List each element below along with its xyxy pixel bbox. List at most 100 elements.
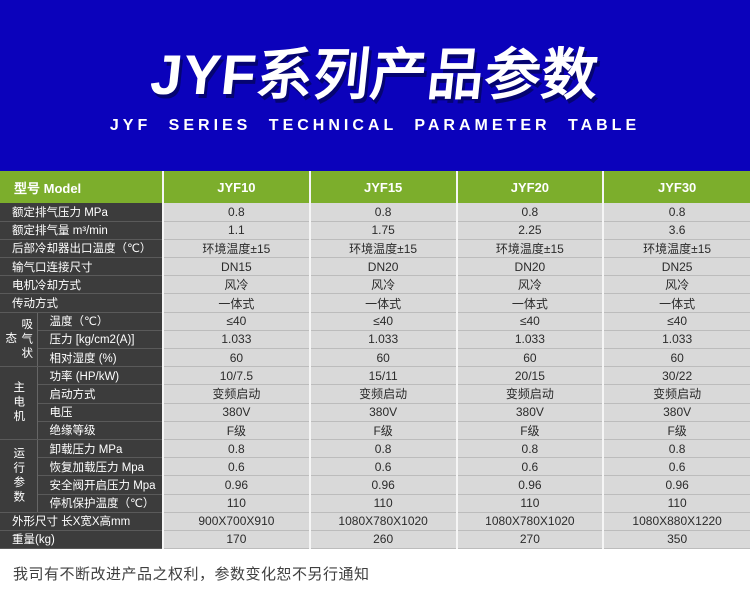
data-cell: 60 bbox=[602, 348, 750, 368]
data-cell: 380V bbox=[308, 403, 457, 422]
data-cell: 风冷 bbox=[602, 275, 750, 295]
data-cell: F级 bbox=[162, 421, 310, 440]
data-cell: 风冷 bbox=[162, 275, 310, 295]
row-label: 压力 [kg/cm2(A)] bbox=[37, 330, 164, 350]
data-cell: 1080X780X1020 bbox=[455, 512, 604, 531]
table-row: 电机冷却方式 风冷 风冷 风冷 风冷 bbox=[0, 275, 750, 295]
table-row: 电压 380V 380V 380V 380V bbox=[0, 403, 750, 422]
data-cell: 环境温度±15 bbox=[455, 239, 604, 259]
row-label: 额定排气压力 MPa bbox=[0, 203, 164, 222]
data-cell: 0.96 bbox=[455, 475, 604, 495]
row-label: 电压 bbox=[37, 403, 164, 422]
data-cell: 380V bbox=[162, 403, 310, 422]
table-row: 安全阀开启压力 Mpa 0.96 0.96 0.96 0.96 bbox=[0, 475, 750, 495]
data-cell: 变频启动 bbox=[602, 384, 750, 404]
row-label: 输气口连接尺寸 bbox=[0, 257, 164, 277]
data-cell: F级 bbox=[308, 421, 457, 440]
table-row: 吸气状态 温度（℃） ≤40 ≤40 ≤40 ≤40 bbox=[0, 312, 750, 368]
data-cell: 变频启动 bbox=[162, 384, 310, 404]
table-row: 后部冷却器出口温度（℃） 环境温度±15 环境温度±15 环境温度±15 环境温度±15 bbox=[0, 239, 750, 259]
row-group-label: 运行参数 bbox=[0, 439, 38, 513]
data-cell: 1.033 bbox=[308, 330, 457, 350]
data-cell: 20/15 bbox=[455, 366, 604, 386]
data-cell: ≤40 bbox=[602, 312, 750, 331]
data-cell: 0.96 bbox=[602, 475, 750, 495]
table-row: 主电机 功率 (HP/kW) 10/7.5 15/11 20/15 30/22 bbox=[0, 366, 750, 440]
data-cell: 0.8 bbox=[308, 439, 457, 459]
row-label: 外形尺寸 长X宽X高mm bbox=[0, 512, 164, 531]
data-cell: 0.8 bbox=[162, 203, 310, 222]
row-label: 相对湿度 (%) bbox=[37, 348, 164, 368]
data-cell: ≤40 bbox=[162, 312, 310, 331]
hero-header: JYF系列产品参数 JYF SERIES TECHNICAL PARAMETER… bbox=[0, 0, 750, 171]
data-cell: F级 bbox=[602, 421, 750, 440]
model-column-jyf30: JYF30 bbox=[602, 171, 750, 203]
data-cell: 0.96 bbox=[162, 475, 310, 495]
data-cell: 0.6 bbox=[308, 457, 457, 477]
data-cell: 风冷 bbox=[308, 275, 457, 295]
data-cell: 一体式 bbox=[455, 293, 604, 313]
data-cell: 0.8 bbox=[455, 203, 604, 222]
data-cell: 0.6 bbox=[162, 457, 310, 477]
data-cell: 变频启动 bbox=[455, 384, 604, 404]
data-cell: 风冷 bbox=[455, 275, 604, 295]
table-row: 绝缘等级 F级 F级 F级 F级 bbox=[0, 421, 750, 440]
page-subtitle: JYF SERIES TECHNICAL PARAMETER TABLE bbox=[109, 117, 641, 134]
data-cell: 60 bbox=[308, 348, 457, 368]
data-cell: DN25 bbox=[602, 257, 750, 277]
data-cell: 900X700X910 bbox=[162, 512, 310, 531]
row-label: 额定排气量 m³/min bbox=[0, 221, 164, 240]
table-header-row: 型号 Model JYF10 JYF15 JYF20 JYF30 bbox=[0, 171, 750, 203]
table-row: 外形尺寸 长X宽X高mm 900X700X910 1080X780X1020 1080… bbox=[0, 512, 750, 531]
data-cell: 1.75 bbox=[308, 221, 457, 240]
row-label: 绝缘等级 bbox=[37, 421, 164, 440]
data-cell: 10/7.5 bbox=[162, 366, 310, 386]
table-body: 额定排气压力 MPa 0.8 0.8 0.8 0.8 额定排气量 m³/min 1.1 1.7… bbox=[0, 203, 750, 550]
data-cell: 0.8 bbox=[602, 203, 750, 222]
table-row: 启动方式 变频启动 变频启动 变频启动 变频启动 bbox=[0, 384, 750, 404]
row-label: 卸载压力 MPa bbox=[37, 439, 164, 459]
data-cell: 1.033 bbox=[602, 330, 750, 350]
data-cell: 0.8 bbox=[602, 439, 750, 459]
data-cell: 110 bbox=[602, 494, 750, 513]
row-label: 功率 (HP/kW) bbox=[37, 366, 164, 386]
data-cell: 环境温度±15 bbox=[308, 239, 457, 259]
table-row: 停机保护温度（℃） 110 110 110 110 bbox=[0, 494, 750, 513]
data-cell: 0.96 bbox=[308, 475, 457, 495]
model-column-jyf15: JYF15 bbox=[308, 171, 457, 203]
table-row: 额定排气压力 MPa 0.8 0.8 0.8 0.8 bbox=[0, 203, 750, 222]
data-cell: DN20 bbox=[455, 257, 604, 277]
model-header-cell: 型号 Model bbox=[0, 171, 164, 203]
data-cell: 2.25 bbox=[455, 221, 604, 240]
parameter-table: 型号 Model JYF10 JYF15 JYF20 JYF30 额定排气压力 … bbox=[0, 171, 750, 550]
data-cell: 270 bbox=[455, 530, 604, 550]
data-cell: 环境温度±15 bbox=[602, 239, 750, 259]
data-cell: 110 bbox=[162, 494, 310, 513]
table-row: 额定排气量 m³/min 1.1 1.75 2.25 3.6 bbox=[0, 221, 750, 240]
data-cell: DN15 bbox=[162, 257, 310, 277]
row-label: 重量(kg) bbox=[0, 530, 164, 550]
data-cell: 0.6 bbox=[455, 457, 604, 477]
data-cell: 0.8 bbox=[162, 439, 310, 459]
table-row: 输气口连接尺寸 DN15 DN20 DN20 DN25 bbox=[0, 257, 750, 277]
row-label: 恢复加载压力 Mpa bbox=[37, 457, 164, 477]
data-cell: 110 bbox=[308, 494, 457, 513]
data-cell: 60 bbox=[455, 348, 604, 368]
table-row: 相对湿度 (%) 60 60 60 60 bbox=[0, 348, 750, 368]
data-cell: ≤40 bbox=[308, 312, 457, 331]
data-cell: DN20 bbox=[308, 257, 457, 277]
disclaimer-note: 我司有不断改进产品之权利，参数变化恕不另行通知 bbox=[13, 566, 370, 584]
data-cell: 0.6 bbox=[602, 457, 750, 477]
model-column-jyf10: JYF10 bbox=[162, 171, 310, 203]
row-label: 停机保护温度（℃） bbox=[37, 494, 164, 513]
model-column-jyf20: JYF20 bbox=[455, 171, 604, 203]
row-group-label: 吸气状态 bbox=[0, 312, 38, 368]
data-cell: 380V bbox=[455, 403, 604, 422]
data-cell: 1.033 bbox=[455, 330, 604, 350]
data-cell: 变频启动 bbox=[308, 384, 457, 404]
row-label: 温度（℃） bbox=[37, 312, 164, 331]
row-group-label: 主电机 bbox=[0, 366, 38, 440]
page-title: JYF系列产品参数 bbox=[147, 43, 603, 106]
table-row: 恢复加载压力 Mpa 0.6 0.6 0.6 0.6 bbox=[0, 457, 750, 477]
data-cell: 30/22 bbox=[602, 366, 750, 386]
